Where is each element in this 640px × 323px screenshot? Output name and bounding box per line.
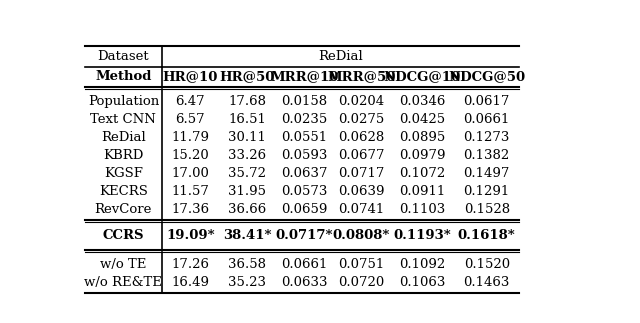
Text: 0.1463: 0.1463 [463,276,510,289]
Text: ReDial: ReDial [318,50,363,63]
Text: w/o TE: w/o TE [100,258,147,271]
Text: 17.36: 17.36 [172,203,209,216]
Text: NDCG@10: NDCG@10 [383,70,461,83]
Text: 0.0661: 0.0661 [463,113,510,126]
Text: 0.0895: 0.0895 [399,131,445,144]
Text: 0.0720: 0.0720 [339,276,385,289]
Text: Dataset: Dataset [97,50,149,63]
Text: 0.0628: 0.0628 [339,131,385,144]
Text: 0.1528: 0.1528 [463,203,510,216]
Text: CCRS: CCRS [102,229,144,243]
Text: 0.0593: 0.0593 [281,149,328,162]
Text: 36.58: 36.58 [228,258,266,271]
Text: 35.72: 35.72 [228,167,266,180]
Text: 0.0158: 0.0158 [282,95,328,109]
Text: 0.1382: 0.1382 [463,149,510,162]
Text: w/o RE&TE: w/o RE&TE [84,276,163,289]
Text: 35.23: 35.23 [228,276,266,289]
Text: 16.51: 16.51 [228,113,266,126]
Text: ReDial: ReDial [101,131,146,144]
Text: HR@50: HR@50 [220,70,275,83]
Text: RevCore: RevCore [95,203,152,216]
Text: 0.0425: 0.0425 [399,113,445,126]
Text: 0.0633: 0.0633 [281,276,328,289]
Text: 0.1618*: 0.1618* [458,229,516,243]
Text: 19.09*: 19.09* [166,229,214,243]
Text: MRR@50: MRR@50 [327,70,396,83]
Text: 0.0741: 0.0741 [339,203,385,216]
Text: 16.49: 16.49 [172,276,209,289]
Text: 38.41*: 38.41* [223,229,271,243]
Text: 0.1072: 0.1072 [399,167,445,180]
Text: 0.0808*: 0.0808* [333,229,390,243]
Text: 0.0659: 0.0659 [281,203,328,216]
Text: 31.95: 31.95 [228,185,266,198]
Text: MRR@10: MRR@10 [270,70,339,83]
Text: 11.57: 11.57 [172,185,209,198]
Text: 0.0677: 0.0677 [338,149,385,162]
Text: 0.1103: 0.1103 [399,203,445,216]
Text: NDCG@50: NDCG@50 [448,70,525,83]
Text: 0.0551: 0.0551 [282,131,328,144]
Text: 11.79: 11.79 [172,131,209,144]
Text: 0.0717*: 0.0717* [276,229,333,243]
Text: 17.00: 17.00 [172,167,209,180]
Text: 0.1063: 0.1063 [399,276,445,289]
Text: 30.11: 30.11 [228,131,266,144]
Text: 0.0979: 0.0979 [399,149,445,162]
Text: KECRS: KECRS [99,185,148,198]
Text: 0.0639: 0.0639 [338,185,385,198]
Text: 33.26: 33.26 [228,149,266,162]
Text: 0.0346: 0.0346 [399,95,445,109]
Text: 6.57: 6.57 [175,113,205,126]
Text: 0.0637: 0.0637 [281,167,328,180]
Text: 0.0661: 0.0661 [281,258,328,271]
Text: 0.0235: 0.0235 [282,113,328,126]
Text: 17.26: 17.26 [172,258,209,271]
Text: KBRD: KBRD [103,149,143,162]
Text: 0.0717: 0.0717 [339,167,385,180]
Text: 0.1497: 0.1497 [463,167,510,180]
Text: 36.66: 36.66 [228,203,266,216]
Text: 0.0204: 0.0204 [339,95,385,109]
Text: 0.0573: 0.0573 [281,185,328,198]
Text: 0.1193*: 0.1193* [394,229,451,243]
Text: HR@10: HR@10 [163,70,218,83]
Text: 0.1520: 0.1520 [463,258,510,271]
Text: 0.1291: 0.1291 [463,185,510,198]
Text: 0.1273: 0.1273 [463,131,510,144]
Text: Text CNN: Text CNN [90,113,156,126]
Text: 0.0275: 0.0275 [339,113,385,126]
Text: 0.0617: 0.0617 [463,95,510,109]
Text: 15.20: 15.20 [172,149,209,162]
Text: 0.0911: 0.0911 [399,185,445,198]
Text: Method: Method [95,70,152,83]
Text: 0.0751: 0.0751 [339,258,385,271]
Text: 0.1092: 0.1092 [399,258,445,271]
Text: Population: Population [88,95,159,109]
Text: 17.68: 17.68 [228,95,266,109]
Text: KGSF: KGSF [104,167,143,180]
Text: 6.47: 6.47 [175,95,205,109]
